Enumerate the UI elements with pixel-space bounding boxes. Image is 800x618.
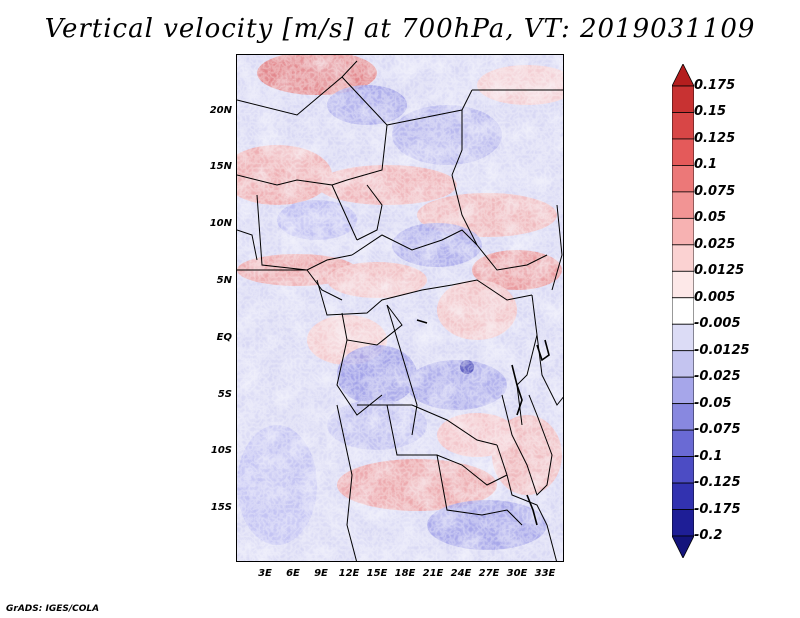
lon-label-12e: 12E — [338, 568, 360, 579]
colorbar-segment — [672, 323, 694, 352]
lakes — [416, 319, 550, 526]
colorbar-segment — [672, 482, 694, 510]
colorbar-label: 0.05 — [694, 210, 727, 226]
colorbar-segment — [672, 535, 694, 558]
colorbar-label: -0.175 — [694, 501, 741, 517]
colorbar-label: 0.005 — [694, 289, 736, 305]
colorbar-label: -0.125 — [694, 475, 741, 491]
footer-credit: GrADS: IGES/COLA — [6, 604, 100, 614]
colorbar-segment — [672, 244, 694, 272]
map-panel — [236, 54, 564, 562]
lat-label-15n: 15N — [209, 161, 232, 172]
colorbar-label: 0.125 — [694, 130, 736, 146]
colorbar-label: 0.025 — [694, 236, 736, 252]
lon-label-18e: 18E — [394, 568, 416, 579]
colorbar-label: 0.15 — [694, 104, 727, 120]
colorbar-segment — [672, 270, 694, 299]
lon-label-27e: 27E — [478, 568, 500, 579]
colorbar-segment — [672, 350, 694, 378]
lon-label-9e: 9E — [314, 568, 328, 579]
colorbar-segment — [672, 217, 694, 246]
colorbar-segment — [672, 138, 694, 166]
lat-label-eq: EQ — [216, 332, 232, 343]
lat-label-5s: 5S — [217, 389, 232, 400]
colorbar-label: 0.1 — [694, 157, 718, 173]
lon-label-3e: 3E — [258, 568, 272, 579]
colorbar-label: -0.1 — [694, 448, 723, 464]
lon-label-30e: 30E — [506, 568, 528, 579]
colorbar-segment — [672, 403, 694, 431]
lat-label-10n: 10N — [209, 218, 232, 229]
lon-label-33e: 33E — [534, 568, 556, 579]
colorbar-label: 0.175 — [694, 78, 736, 93]
lat-label-15s: 15S — [210, 502, 232, 513]
colorbar-label: 0.075 — [694, 183, 736, 199]
colorbar-segment — [672, 112, 694, 140]
map-title: Vertical velocity [m/s] at 700hPa, VT: 2… — [44, 14, 756, 44]
lat-label-20n: 20N — [209, 105, 232, 116]
colorbar-segment — [672, 85, 694, 113]
lon-label-6e: 6E — [286, 568, 300, 579]
lat-label-5n: 5N — [216, 275, 232, 286]
colorbar-label: -0.05 — [694, 395, 732, 411]
lon-label-15e: 15E — [366, 568, 388, 579]
colorbar-label: -0.075 — [694, 422, 741, 438]
velocity-field — [237, 55, 563, 561]
colorbar-segment — [672, 64, 694, 87]
lat-label-10s: 10S — [210, 445, 232, 456]
colorbar-segment — [672, 509, 694, 537]
colorbar-label: -0.0125 — [694, 342, 750, 358]
lon-label-21e: 21E — [422, 568, 444, 579]
colorbar-label: -0.2 — [694, 528, 723, 543]
colorbar-segment — [672, 456, 694, 484]
colorbar-segment — [672, 429, 694, 457]
colorbar-label: 0.0125 — [694, 263, 745, 279]
colorbar-label: -0.005 — [694, 316, 741, 332]
country-borders — [237, 60, 563, 561]
colorbar-segment — [672, 376, 694, 405]
colorbar-label: -0.025 — [694, 369, 741, 385]
lon-label-24e: 24E — [450, 568, 472, 579]
colorbar-segment — [672, 297, 694, 325]
colorbar — [672, 64, 694, 558]
colorbar-segment — [672, 191, 694, 219]
colorbar-segment — [672, 165, 694, 193]
